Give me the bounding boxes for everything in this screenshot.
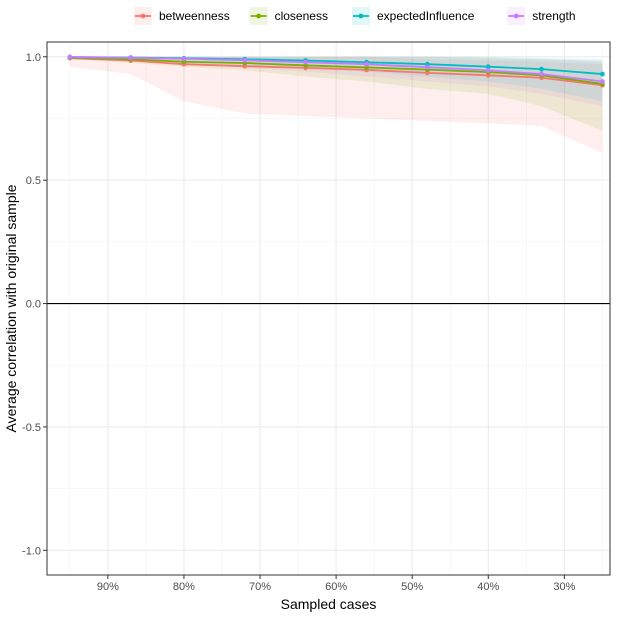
data-point-strength	[599, 79, 605, 84]
legend-item-betweenness: betweenness	[134, 7, 230, 25]
panel-border	[46, 41, 611, 576]
data-point-strength	[425, 64, 430, 70]
legend-label: closeness	[275, 9, 328, 23]
data-point-expectedInfluence	[539, 66, 544, 72]
data-point-strength	[181, 56, 187, 62]
legend-item-closeness: closeness	[249, 7, 328, 25]
x-tick-label: 50%	[401, 581, 423, 593]
x-axis-title: Sampled cases	[281, 596, 377, 612]
series-points	[67, 54, 605, 88]
data-point-expectedInfluence	[485, 64, 491, 70]
x-tick-label: 30%	[553, 581, 575, 593]
data-point-strength	[364, 61, 369, 67]
legend-label: expectedInfluence	[377, 9, 475, 23]
x-tick-label: 70%	[249, 581, 271, 593]
legend-key-point	[513, 13, 519, 19]
data-point-strength	[303, 59, 309, 65]
y-tick-label: -1.0	[22, 545, 41, 557]
x-tick-label: 90%	[97, 581, 119, 593]
data-point-strength	[128, 55, 134, 61]
legend-label: betweenness	[159, 9, 230, 23]
x-tick-label: 60%	[325, 581, 347, 593]
y-axis-title: Average correlation with original sample	[3, 184, 19, 432]
x-tick-label: 40%	[477, 581, 499, 593]
confidence-band-expectedInfluence	[69, 56, 603, 102]
confidence-band-betweenness	[69, 56, 603, 154]
data-point-strength	[242, 57, 248, 63]
legend: betweenness closeness expectedInfluence str…	[134, 7, 576, 25]
data-point-strength	[67, 54, 73, 60]
data-point-strength	[539, 71, 544, 77]
legend-item-expectedInfluence: expectedInfluence	[352, 7, 475, 25]
y-tick-label: 0.0	[26, 299, 41, 311]
legend-label: strength	[532, 9, 575, 23]
data-point-expectedInfluence	[599, 71, 605, 77]
legend-item-strength: strength	[507, 7, 576, 25]
series-lines	[69, 56, 603, 87]
y-axis: 1.0 0.5 0.0 -0.5 -1.0	[22, 52, 47, 557]
legend-key-point	[140, 13, 146, 19]
x-axis: 90% 80% 70% 60% 50% 40% 30%	[97, 575, 576, 593]
x-tick-label: 80%	[173, 581, 195, 593]
series-line-betweenness	[69, 57, 603, 87]
y-tick-label: 0.5	[26, 175, 41, 187]
series-line-closeness	[69, 56, 603, 85]
y-tick-label: -0.5	[22, 422, 41, 434]
series-line-strength	[69, 56, 603, 83]
legend-key-point	[256, 13, 261, 19]
legend-key-point	[358, 13, 364, 19]
data-point-strength	[485, 67, 491, 73]
y-tick-label: 1.0	[26, 52, 41, 64]
